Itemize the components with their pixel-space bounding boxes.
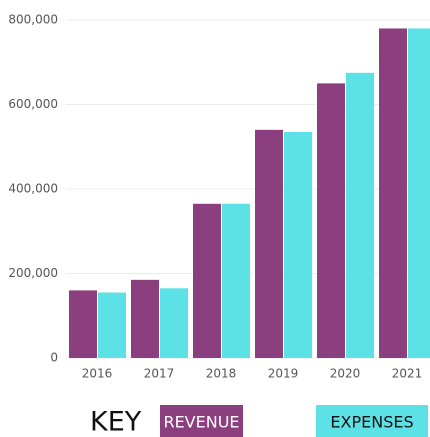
bar [379, 28, 407, 358]
y-tick-label: 600,000 [8, 97, 58, 111]
legend-label: EXPENSES [330, 413, 413, 432]
y-tick-label: 400,000 [8, 182, 58, 196]
x-tick-label: 2021 [392, 367, 423, 381]
legend-swatch [160, 405, 243, 437]
y-tick-label: 0 [50, 351, 58, 365]
x-tick-label: 2018 [206, 367, 237, 381]
bar [160, 288, 188, 358]
y-tick-label: 200,000 [8, 266, 58, 280]
x-tick-label: 2019 [268, 367, 299, 381]
bar [255, 129, 283, 358]
bar [69, 290, 97, 358]
bar [98, 292, 126, 358]
x-tick-label: 2020 [330, 367, 361, 381]
bar [408, 28, 430, 358]
x-tick-label: 2017 [144, 367, 175, 381]
x-tick-label: 2016 [82, 367, 113, 381]
bar [317, 83, 345, 358]
y-tick-label: 800,000 [8, 13, 58, 27]
bar [131, 279, 159, 358]
bar [346, 72, 374, 358]
legend-label: REVENUE [163, 413, 239, 432]
bar [222, 203, 250, 358]
bar [193, 203, 221, 358]
bar [284, 131, 312, 358]
legend-swatch [316, 405, 428, 437]
legend-title: KEY [90, 407, 142, 437]
